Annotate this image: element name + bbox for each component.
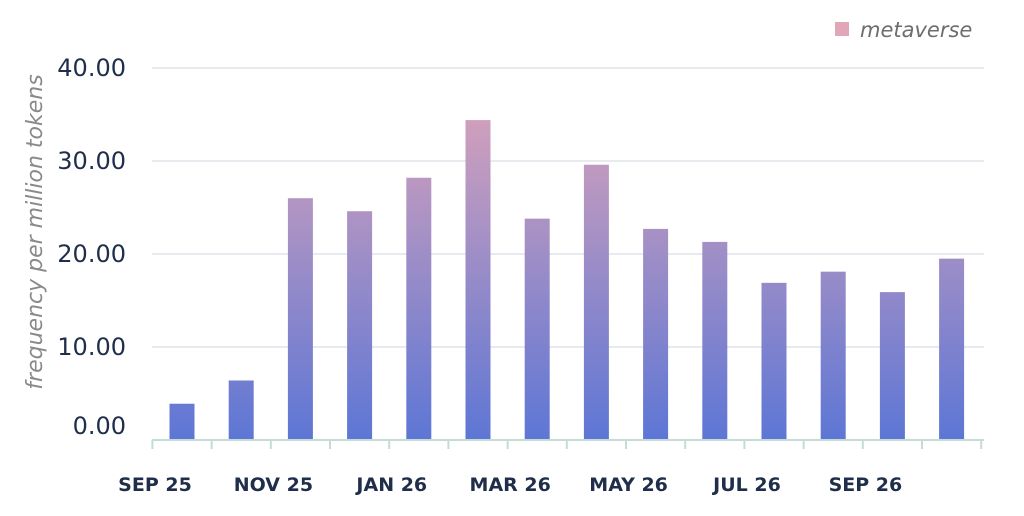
legend-label-metaverse: metaverse: [860, 18, 972, 42]
bar-jan-26: [406, 177, 432, 441]
y-tick-label: 0.00: [73, 412, 126, 440]
x-tick-label: MAY 26: [589, 474, 668, 496]
y-axis-title: frequency per million tokens: [23, 74, 48, 389]
x-axis-ticks: SEP 25 NOV 25 JAN 26 MAR 26 MAY 26 JUL 26 SEP …: [118, 474, 902, 496]
bar-aug-26: [820, 271, 846, 440]
y-axis-ticks: 0.00 10.00 20.00 30.00 40.00: [57, 54, 126, 440]
y-tick-label: 40.00: [57, 54, 126, 82]
bar-sep-25: [169, 403, 195, 440]
bar-mar-26: [524, 218, 550, 440]
y-tick-label: 30.00: [57, 147, 126, 175]
bar-feb-26: [465, 120, 491, 440]
bars: [169, 120, 965, 441]
bar-nov-25: [287, 198, 313, 440]
x-tick-label: NOV 25: [234, 474, 313, 496]
bar-apr-26: [583, 164, 609, 440]
x-axis: [151, 439, 984, 449]
bar-jul-26: [761, 282, 787, 440]
gridlines: [152, 67, 984, 348]
bar-oct-26: [939, 258, 965, 440]
bar-sep-26: [879, 292, 905, 440]
bar-dec-25: [347, 211, 373, 440]
y-tick-label: 20.00: [57, 240, 126, 268]
legend: metaverse: [835, 18, 972, 42]
bar-jun-26: [702, 241, 728, 440]
x-tick-label: JUL 26: [711, 474, 781, 496]
bar-may-26: [643, 228, 669, 440]
x-tick-label: MAR 26: [470, 474, 551, 496]
y-tick-label: 10.00: [57, 333, 126, 361]
bar-oct-25: [228, 380, 254, 440]
legend-swatch-metaverse: [835, 22, 849, 36]
x-tick-label: JAN 26: [354, 474, 427, 496]
x-tick-label: SEP 25: [118, 474, 192, 496]
x-tick-label: SEP 26: [829, 474, 903, 496]
